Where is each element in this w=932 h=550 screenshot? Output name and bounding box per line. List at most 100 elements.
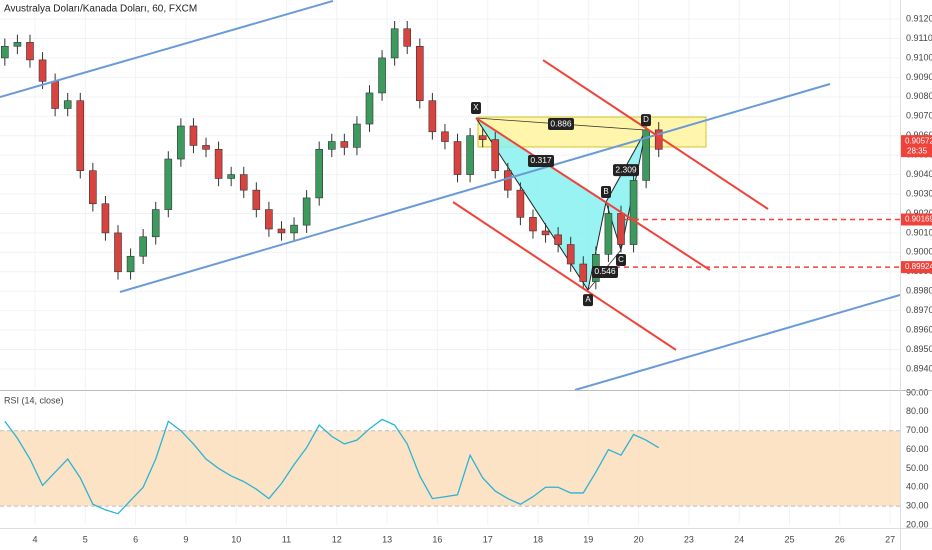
candle-body bbox=[38, 59, 47, 82]
candle-body bbox=[579, 263, 588, 282]
point-label: C bbox=[618, 255, 624, 264]
candle-body bbox=[164, 158, 173, 210]
ratio-label: 2.309 bbox=[615, 164, 637, 174]
countdown: 28:35 bbox=[907, 146, 928, 155]
point-tag bbox=[601, 185, 612, 198]
candle-body bbox=[126, 255, 135, 273]
candle-body bbox=[189, 125, 198, 146]
candle-body bbox=[554, 234, 562, 245]
rsi-pane bbox=[0, 393, 900, 525]
level-tag bbox=[901, 213, 932, 226]
ratio-tag bbox=[591, 265, 618, 278]
rsi-tick-label: 50.00 bbox=[906, 463, 929, 473]
candle-body bbox=[51, 80, 59, 109]
candle-body bbox=[63, 100, 72, 109]
candle-body bbox=[504, 170, 512, 191]
ratio-label: 0.546 bbox=[594, 266, 616, 276]
candle-body bbox=[629, 180, 638, 245]
x-tick-label: 18 bbox=[533, 534, 543, 544]
candle-body bbox=[227, 174, 235, 179]
candle-body bbox=[1, 45, 9, 59]
last-price-tag bbox=[901, 135, 932, 158]
candle-body bbox=[76, 100, 85, 171]
candle-body bbox=[239, 174, 248, 191]
rsi-tick-label: 20.00 bbox=[906, 519, 929, 529]
candle-body bbox=[403, 28, 412, 47]
candle-body bbox=[89, 170, 97, 205]
candle-body bbox=[516, 189, 525, 218]
ratio-tag bbox=[547, 118, 574, 131]
x-tick-label: 17 bbox=[483, 534, 493, 544]
rsi-tick-label: 30.00 bbox=[906, 501, 929, 511]
rsi-tick-label: 80.00 bbox=[906, 406, 929, 416]
x-tick-label: 6 bbox=[133, 534, 138, 544]
candle-body bbox=[265, 209, 273, 230]
candle-body bbox=[491, 139, 500, 171]
trendline bbox=[0, 0, 334, 98]
candle-body bbox=[139, 236, 147, 257]
x-tick-label: 26 bbox=[835, 534, 845, 544]
x-tick-label: 13 bbox=[382, 534, 392, 544]
candle-body bbox=[466, 135, 474, 175]
candle-body bbox=[177, 125, 185, 160]
rsi-tick-label: 60.00 bbox=[906, 444, 929, 454]
candle-body bbox=[26, 42, 34, 61]
x-tick-label: 25 bbox=[784, 534, 794, 544]
candle-body bbox=[353, 123, 361, 148]
x-tick-label: 12 bbox=[332, 534, 342, 544]
price-pane: X A B C D 0.886 0.317 2.309 0.546 bbox=[0, 0, 900, 390]
candle-body bbox=[478, 135, 487, 140]
point-tag bbox=[582, 294, 593, 307]
candle-body bbox=[252, 189, 261, 210]
x-tick-label: 5 bbox=[83, 534, 88, 544]
candle-body bbox=[428, 100, 437, 133]
x-tick-label: 27 bbox=[885, 534, 895, 544]
x-tick-label: 19 bbox=[583, 534, 593, 544]
candle-body bbox=[604, 213, 613, 255]
trendline bbox=[119, 83, 831, 293]
x-tick-label: 4 bbox=[33, 534, 38, 544]
candle-body bbox=[340, 141, 349, 148]
trendline bbox=[475, 117, 711, 271]
candle-body bbox=[541, 230, 550, 236]
point-label: D bbox=[643, 115, 649, 124]
candle-body bbox=[315, 149, 323, 199]
ratio-tag bbox=[613, 164, 640, 177]
candle-body bbox=[151, 209, 160, 238]
candle-body bbox=[566, 244, 575, 265]
rsi-title: RSI (14, close) bbox=[4, 395, 64, 405]
x-tick-label: 20 bbox=[634, 534, 644, 544]
rsi-line bbox=[4, 418, 660, 515]
candle-body bbox=[642, 129, 650, 181]
ratio-tag bbox=[528, 154, 555, 167]
candle-body bbox=[101, 203, 110, 234]
candle-body bbox=[277, 228, 286, 234]
candle-body bbox=[529, 217, 537, 232]
x-tick-label: 10 bbox=[231, 534, 241, 544]
candle-body bbox=[453, 141, 462, 175]
rsi-tick-label: 40.00 bbox=[906, 482, 929, 492]
candle-body bbox=[415, 45, 424, 102]
level-tag bbox=[901, 261, 932, 274]
x-tick-label: 9 bbox=[183, 534, 188, 544]
point-tag bbox=[615, 254, 626, 267]
candle-body bbox=[378, 57, 386, 94]
x-tick-label: 24 bbox=[734, 534, 744, 544]
candle-body bbox=[13, 42, 22, 47]
y-tick-label: 0.89400 bbox=[906, 363, 932, 373]
point-label: A bbox=[585, 295, 591, 304]
trendline bbox=[542, 59, 769, 210]
